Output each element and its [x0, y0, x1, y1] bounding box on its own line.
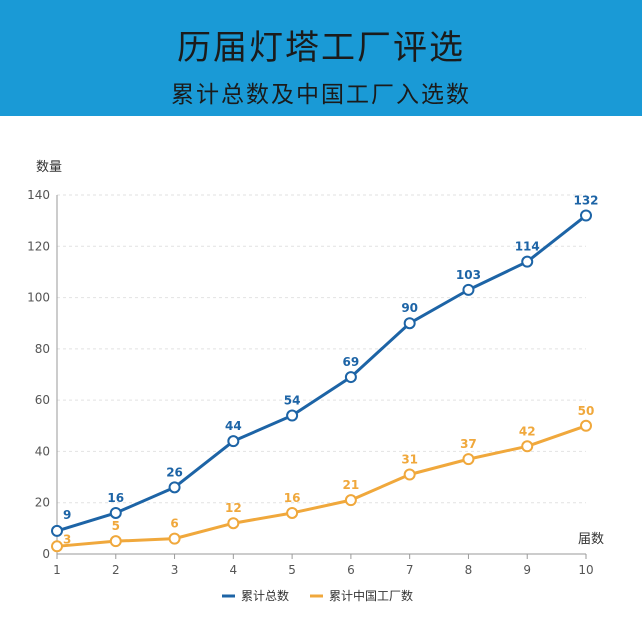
legend-label: 累计中国工厂数	[329, 588, 413, 603]
data-label: 12	[225, 501, 242, 515]
data-label: 90	[401, 301, 418, 315]
x-tick-label-6: 6	[347, 563, 355, 577]
page-subtitle: 累计总数及中国工厂入选数	[171, 82, 471, 108]
x-tick-label-4: 4	[230, 563, 238, 577]
data-point	[521, 255, 534, 268]
data-point	[462, 283, 475, 296]
data-point	[109, 506, 122, 519]
gridlines	[57, 194, 586, 504]
data-label: 16	[284, 491, 301, 505]
data-point	[521, 440, 534, 453]
series-1: 9 16 26 44 54 69 90 103 114 132	[51, 194, 599, 537]
y-tick-label-120: 120	[27, 239, 50, 253]
data-label: 132	[573, 194, 598, 208]
data-label: 50	[578, 404, 595, 418]
y-tick-label-20: 20	[35, 496, 50, 510]
y-tick-label-60: 60	[35, 393, 50, 407]
legend-item-1: 累计总数	[222, 588, 289, 603]
data-point	[109, 535, 122, 548]
y-tick-label-140: 140	[27, 188, 50, 202]
legend-item-2: 累计中国工厂数	[310, 588, 413, 603]
data-point	[580, 209, 592, 222]
page-title: 历届灯塔工厂评选	[177, 28, 465, 68]
legend-label: 累计总数	[241, 588, 289, 603]
data-point	[227, 435, 240, 448]
data-label: 54	[284, 394, 301, 408]
data-label: 21	[343, 478, 360, 492]
data-point	[51, 540, 63, 553]
data-label: 103	[456, 268, 481, 282]
y-tick-label-0: 0	[42, 547, 50, 561]
data-label: 69	[343, 355, 360, 369]
data-point	[403, 317, 416, 330]
x-tick-label-8: 8	[465, 563, 473, 577]
x-tick-label-3: 3	[171, 563, 179, 577]
data-label: 26	[166, 465, 183, 479]
data-label: 114	[515, 240, 540, 254]
data-point	[286, 409, 299, 422]
data-label: 3	[63, 532, 71, 546]
data-point	[403, 468, 416, 481]
header-banner: 历届灯塔工厂评选 累计总数及中国工厂入选数	[0, 0, 642, 116]
series: 9 16 26 44 54 69 90 103 114 132 3 5 6 12 16 21 31 37 42 50	[51, 194, 599, 553]
data-point	[51, 524, 63, 537]
data-point	[227, 517, 240, 530]
data-label: 6	[170, 517, 178, 531]
legend: 累计总数 累计中国工厂数	[222, 588, 413, 603]
data-label: 5	[112, 519, 120, 533]
x-tick-label-2: 2	[112, 563, 120, 577]
series-line-2	[55, 424, 588, 548]
y-tick-label-40: 40	[35, 444, 50, 458]
data-label: 16	[107, 491, 124, 505]
series-line-1	[55, 214, 588, 533]
x-tick-label-5: 5	[288, 563, 296, 577]
data-point	[344, 371, 357, 384]
series-2: 3 5 6 12 16 21 31 37 42 50	[51, 404, 595, 553]
data-label: 9	[63, 508, 71, 522]
y-tick-label-80: 80	[35, 342, 50, 356]
axes: 数量 届数	[36, 160, 604, 555]
data-label: 42	[519, 424, 536, 438]
data-point	[168, 532, 181, 545]
data-label: 44	[225, 419, 242, 433]
x-axis-label: 届数	[578, 532, 604, 547]
data-point	[344, 494, 357, 507]
data-point	[168, 481, 181, 494]
y-axis-label: 数量	[36, 160, 62, 175]
x-tick-label-10: 10	[578, 563, 593, 577]
y-tick-label-100: 100	[27, 291, 50, 305]
x-tick-label-7: 7	[406, 563, 414, 577]
data-point	[580, 419, 592, 432]
data-label: 31	[401, 453, 418, 467]
x-tick-label-9: 9	[523, 563, 531, 577]
data-point	[462, 453, 475, 466]
x-tick-label-1: 1	[53, 563, 61, 577]
data-point	[286, 506, 299, 519]
data-label: 37	[460, 437, 477, 451]
